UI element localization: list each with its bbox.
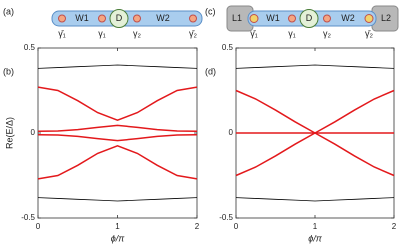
majorana-label: γ₂ bbox=[133, 28, 142, 38]
wire-label: W1 bbox=[266, 13, 280, 23]
x-tick-label: 2 bbox=[392, 222, 397, 231]
majorana-label: γ̄₁ bbox=[58, 28, 66, 38]
wire-label: W1 bbox=[75, 13, 89, 23]
x-axis-label: ϕ/π bbox=[308, 233, 323, 243]
panel-label: (b) bbox=[3, 66, 14, 76]
series-line bbox=[37, 133, 198, 142]
majorana-label: γ̄₁ bbox=[250, 28, 258, 38]
panel-label: (a) bbox=[3, 6, 14, 16]
series-line bbox=[37, 144, 198, 180]
schematic-a: (a) W1 D W2 γ̄₁ γ₁ γ₂ γ̄₂ bbox=[3, 6, 203, 38]
wire-label: W2 bbox=[156, 13, 170, 23]
majorana-label: γ₁ bbox=[288, 28, 296, 38]
y-tick-label: 0.5 bbox=[24, 43, 36, 52]
x-tick-label: 1 bbox=[313, 222, 318, 231]
y-tick-label: -0.5 bbox=[21, 213, 35, 222]
series-line bbox=[37, 86, 198, 122]
lead-label: L1 bbox=[232, 13, 242, 23]
y-tick-label: -0.5 bbox=[219, 213, 233, 222]
series-line bbox=[37, 124, 198, 133]
majorana bbox=[133, 14, 141, 23]
quantum-dot bbox=[299, 9, 319, 28]
x-tick-label: 1 bbox=[115, 222, 120, 231]
majorana-label: γ₁ bbox=[98, 28, 106, 38]
x-axis-label: ϕ/π bbox=[111, 233, 126, 243]
y-tick-label: 0 bbox=[31, 128, 36, 137]
y-tick-label: 0.5 bbox=[222, 43, 234, 52]
x-tick-label: 0 bbox=[234, 222, 239, 231]
series-line bbox=[37, 197, 198, 202]
x-tick-label: 0 bbox=[36, 222, 41, 231]
y-tick-label: 0 bbox=[229, 128, 234, 137]
panel-label: (d) bbox=[205, 66, 216, 76]
majorana-label: γ₂ bbox=[323, 28, 332, 38]
dot-label: D bbox=[306, 13, 313, 23]
dot-label: D bbox=[116, 13, 123, 23]
majorana bbox=[288, 14, 296, 23]
panel-label: (c) bbox=[205, 6, 216, 16]
majorana bbox=[249, 14, 259, 23]
y-axis-label: Re(E/Δ) bbox=[4, 117, 14, 149]
majorana bbox=[189, 14, 197, 23]
majorana bbox=[364, 14, 374, 23]
series-line bbox=[37, 64, 198, 69]
quantum-dot bbox=[109, 9, 129, 28]
majorana bbox=[58, 14, 66, 23]
majorana bbox=[98, 14, 106, 23]
majorana bbox=[323, 14, 331, 23]
plot-frame bbox=[37, 47, 198, 219]
majorana-label: γ̄₂ bbox=[189, 28, 198, 38]
schematic-c: (c) L1 L2 W1 D W2 γ̄₁ γ₁ γ₂ γ̄₂ bbox=[205, 5, 399, 38]
series-line bbox=[235, 197, 395, 202]
lead-label: L2 bbox=[381, 13, 391, 23]
wire-label: W2 bbox=[341, 13, 355, 23]
x-tick-label: 2 bbox=[195, 222, 200, 231]
majorana-label: γ̄₂ bbox=[365, 28, 374, 38]
series-line bbox=[235, 64, 395, 69]
